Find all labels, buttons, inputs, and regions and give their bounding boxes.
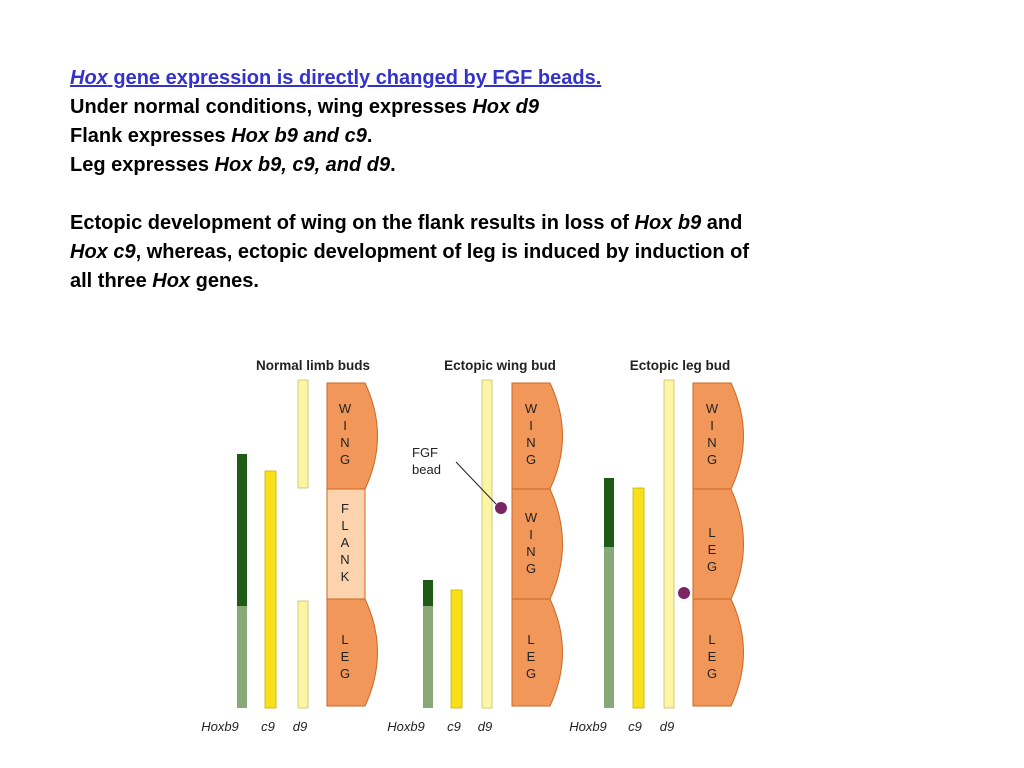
gene-label-hoxb9: Hoxb9: [569, 719, 607, 734]
gene-label-hoxb9: Hoxb9: [201, 719, 239, 734]
bead-label-bead: bead: [412, 462, 441, 477]
letter: W: [339, 401, 352, 416]
letter: W: [525, 510, 538, 525]
letter: K: [341, 569, 350, 584]
letter: G: [526, 561, 536, 576]
letter: G: [526, 666, 536, 681]
ectopic-paragraph-line-2: Hox c9, whereas, ectopic development of …: [70, 241, 750, 263]
letter: E: [708, 649, 717, 664]
hoxb9-light-bar: [423, 606, 433, 708]
wing-line: Under normal conditions, wing expresses …: [70, 96, 540, 118]
hoxb9-dark-bar: [604, 478, 614, 547]
hoxb9-dark-bar: [237, 454, 247, 606]
hoxb9-dark-bar: [423, 580, 433, 606]
panel-normal-limb-buds: Normal limb buds W I N G F L A N K L E G…: [201, 358, 378, 734]
ectopic-wing-bud: [511, 488, 563, 600]
wing-bud: [511, 382, 563, 490]
c9-bar: [632, 487, 645, 709]
letter: N: [707, 435, 716, 450]
heading-rest: gene expression is directly changed by F…: [107, 67, 602, 89]
c9-bar: [450, 589, 463, 709]
bead-label-fgf: FGF: [412, 445, 438, 460]
leg-line: Leg expresses Hox b9, c9, and d9.: [70, 154, 396, 176]
letter: I: [710, 418, 714, 433]
slide-text: Hox gene expression is directly changed …: [70, 64, 970, 296]
letter: G: [526, 452, 536, 467]
gene-label-d9: d9: [293, 719, 307, 734]
letter: L: [341, 518, 348, 533]
letter: G: [707, 666, 717, 681]
letter: I: [343, 418, 347, 433]
panel-ectopic-leg-bud: Ectopic leg bud W I N G L E G L E G Hoxb…: [569, 358, 744, 734]
gene-label-d9: d9: [478, 719, 492, 734]
letter: I: [529, 418, 533, 433]
panel-title: Ectopic leg bud: [630, 358, 731, 373]
gene-label-d9: d9: [660, 719, 674, 734]
letter: W: [525, 401, 538, 416]
letter: L: [341, 632, 348, 647]
letter: I: [529, 527, 533, 542]
panel-ectopic-wing-bud: Ectopic wing bud W I N G W I N G L E G F…: [387, 358, 563, 734]
ectopic-paragraph-line-1: Ectopic development of wing on the flank…: [70, 212, 743, 234]
d9-bar: [481, 379, 493, 709]
letter: L: [527, 632, 534, 647]
bead-pointer-line: [455, 461, 497, 505]
d9-bar-lower: [297, 600, 309, 709]
gene-label-c9: c9: [447, 719, 461, 734]
letter: N: [526, 435, 535, 450]
gene-label-hoxb9: Hoxb9: [387, 719, 425, 734]
panel-title: Ectopic wing bud: [444, 358, 556, 373]
gene-label-c9: c9: [628, 719, 642, 734]
slide-heading: Hox gene expression is directly changed …: [70, 64, 970, 93]
panel-title: Normal limb buds: [256, 358, 370, 373]
letter: G: [340, 666, 350, 681]
gene-label-c9: c9: [261, 719, 275, 734]
ectopic-leg-bud: [692, 488, 744, 600]
letter: G: [707, 559, 717, 574]
letter: W: [706, 401, 719, 416]
d9-bar: [663, 379, 675, 709]
c9-bar: [264, 470, 277, 709]
wing-bud: [326, 382, 378, 490]
letter: E: [527, 649, 536, 664]
letter: G: [340, 452, 350, 467]
fgf-bead: [495, 502, 507, 514]
hoxb9-light-bar: [237, 606, 247, 708]
leg-bud: [511, 598, 563, 707]
flank-region: [326, 488, 366, 600]
leg-bud: [692, 598, 744, 707]
flank-line: Flank expresses Hox b9 and c9.: [70, 125, 373, 147]
letter: N: [526, 544, 535, 559]
ectopic-paragraph-line-3: all three Hox genes.: [70, 270, 259, 292]
letter: N: [340, 435, 349, 450]
letter: G: [707, 452, 717, 467]
letter: L: [708, 525, 715, 540]
heading-hox: Hox: [70, 67, 108, 89]
letter: N: [340, 552, 349, 567]
d9-bar-upper: [297, 379, 309, 489]
wing-bud: [692, 382, 744, 490]
letter: L: [708, 632, 715, 647]
fgf-bead: [678, 587, 690, 599]
letter: E: [708, 542, 717, 557]
letter: F: [341, 501, 349, 516]
hoxb9-light-bar: [604, 547, 614, 708]
leg-bud: [326, 598, 378, 707]
letter: E: [341, 649, 350, 664]
letter: A: [341, 535, 350, 550]
